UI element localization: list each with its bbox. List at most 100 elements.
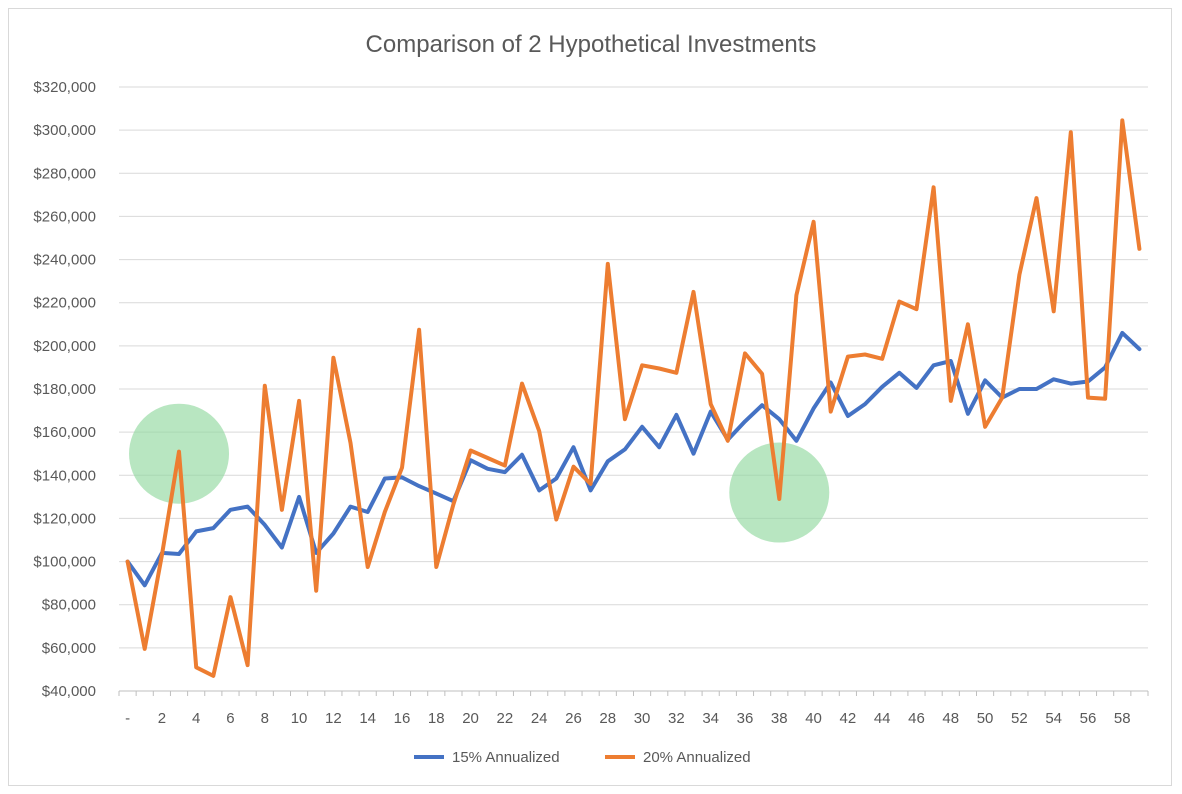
data-point [298, 496, 300, 498]
x-tick-label: 38 [771, 710, 788, 727]
data-point [127, 561, 129, 563]
data-point [521, 454, 523, 456]
x-tick-label: 58 [1114, 710, 1131, 727]
data-point [1018, 388, 1020, 390]
data-point [830, 382, 832, 384]
x-tick-label: 52 [1011, 710, 1028, 727]
data-point [1018, 274, 1020, 276]
axes: $40,000 $60,000 $80,000 $100,000 $120,000 $14… [33, 79, 1149, 727]
data-point [590, 483, 592, 485]
y-tick-label: $260,000 [33, 208, 96, 225]
data-point [744, 420, 746, 422]
chart-title: Comparison of 2 Hypothetical Investments [366, 31, 817, 58]
data-point [933, 364, 935, 366]
data-point [950, 400, 952, 402]
data-point [675, 372, 677, 374]
data-point [641, 426, 643, 428]
data-point [881, 358, 883, 360]
y-tick-label: $80,000 [42, 597, 96, 614]
data-point [504, 465, 506, 467]
x-tick-label: 44 [874, 710, 891, 727]
x-tick-label: 10 [291, 710, 308, 727]
data-point [864, 403, 866, 405]
data-point [418, 329, 420, 331]
data-point [915, 387, 917, 389]
x-tick-label: 30 [634, 710, 651, 727]
y-tick-label: $60,000 [42, 640, 96, 657]
data-point [178, 451, 180, 453]
data-point [367, 511, 369, 513]
data-point [435, 566, 437, 568]
data-point [247, 506, 249, 508]
legend-label: 20% Annualized [643, 749, 751, 766]
data-point [607, 460, 609, 462]
data-point [1053, 378, 1055, 380]
data-point [195, 530, 197, 532]
y-tick-label: $100,000 [33, 554, 96, 571]
y-tick-label: $160,000 [33, 424, 96, 441]
data-point [744, 352, 746, 354]
data-point [555, 519, 557, 521]
data-point [1087, 397, 1089, 399]
data-point [538, 489, 540, 491]
data-point [212, 675, 214, 677]
x-tick-label: 54 [1045, 710, 1062, 727]
data-point [332, 357, 334, 359]
data-point [367, 566, 369, 568]
data-point [1070, 131, 1072, 133]
data-point [898, 372, 900, 374]
data-point [967, 323, 969, 325]
y-tick-label: $280,000 [33, 165, 96, 182]
y-tick-label: $180,000 [33, 381, 96, 398]
y-tick-label: $200,000 [33, 338, 96, 355]
data-point [384, 478, 386, 480]
legend-label: 15% Annualized [452, 749, 560, 766]
data-point [315, 552, 317, 554]
data-point [881, 386, 883, 388]
series-line-orange [125, 118, 1142, 678]
y-tick-label: $40,000 [42, 683, 96, 700]
data-point [950, 360, 952, 362]
data-point [795, 440, 797, 442]
data-point [658, 368, 660, 370]
data-point [710, 411, 712, 413]
data-point [847, 415, 849, 417]
data-point [229, 509, 231, 511]
data-point [264, 524, 266, 526]
data-point [675, 414, 677, 416]
y-tick-label: $320,000 [33, 79, 96, 96]
data-point [1053, 310, 1055, 312]
data-point [401, 476, 403, 478]
x-tick-label: 36 [737, 710, 754, 727]
data-point [813, 407, 815, 409]
data-point [1036, 388, 1038, 390]
x-tick-label: 34 [702, 710, 719, 727]
data-point [778, 418, 780, 420]
data-point [984, 426, 986, 428]
data-point [1121, 119, 1123, 121]
data-point [521, 383, 523, 385]
data-point [864, 353, 866, 355]
data-point [795, 294, 797, 296]
data-point [624, 448, 626, 450]
data-point [830, 411, 832, 413]
data-point [984, 379, 986, 381]
data-point [761, 404, 763, 406]
data-point [298, 400, 300, 402]
data-point [607, 263, 609, 265]
data-point [281, 547, 283, 549]
data-point [572, 446, 574, 448]
data-point [1104, 398, 1106, 400]
x-tick-label: 56 [1080, 710, 1097, 727]
x-tick-label: 48 [942, 710, 959, 727]
data-point [332, 533, 334, 535]
x-tick-label: 14 [359, 710, 376, 727]
data-point [144, 584, 146, 586]
data-point [915, 308, 917, 310]
data-point [1121, 332, 1123, 334]
series-lines [125, 118, 1142, 678]
annotations [129, 403, 830, 543]
y-tick-label: $140,000 [33, 467, 96, 484]
data-point [470, 449, 472, 451]
data-point [195, 666, 197, 668]
